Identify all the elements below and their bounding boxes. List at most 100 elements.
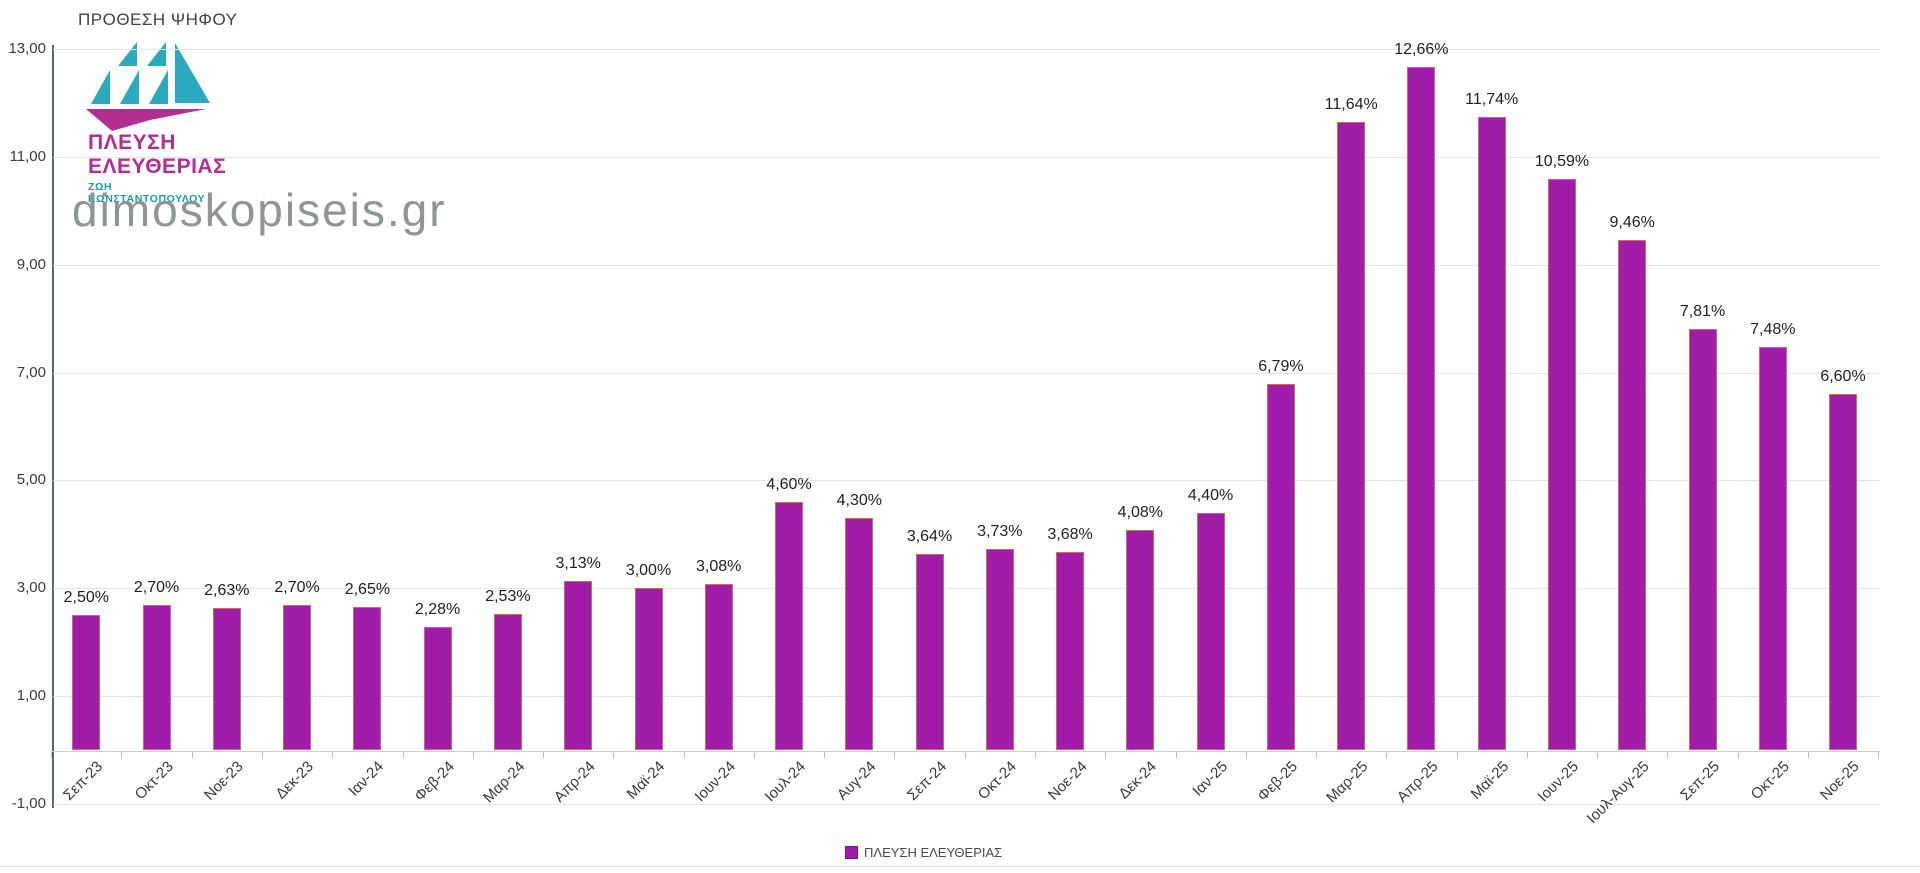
bar <box>283 604 312 751</box>
x-axis-tick <box>683 751 685 759</box>
bar <box>1407 67 1436 750</box>
x-axis-label: Μαρ-25 <box>1322 758 1372 807</box>
x-axis-label: Μαρ-24 <box>479 758 528 807</box>
x-axis-tick <box>1034 751 1036 759</box>
bar <box>704 584 733 751</box>
bar-value-label: 4,40% <box>1187 486 1234 504</box>
watermark: dimoskopiseis.gr <box>72 184 447 236</box>
legend-label: ΠΛΕΥΣΗ ΕΛΕΥΘΕΡΙΑΣ <box>864 845 1003 860</box>
y-axis-label: 13,00 <box>8 40 46 57</box>
x-axis-label: Αυγ-24 <box>833 758 880 804</box>
x-axis-label: Νοε-25 <box>1817 758 1864 804</box>
bar <box>1056 551 1085 751</box>
x-axis-label: Ιουλ-24 <box>761 758 810 806</box>
bar-value-label: 2,63% <box>204 582 250 600</box>
bar-value-label: 2,70% <box>274 578 320 596</box>
x-axis-label: Δεκ-23 <box>272 758 318 803</box>
gridline <box>53 264 1880 266</box>
bar <box>775 502 803 751</box>
party-name-line1: ΠΛΕΥΣΗ <box>88 131 176 154</box>
gridline <box>53 480 1880 482</box>
x-axis-tick <box>472 751 474 759</box>
bar <box>1548 179 1576 751</box>
bar <box>1337 122 1366 750</box>
bar-value-label: 6,79% <box>1258 357 1304 375</box>
x-axis-tick <box>1737 751 1739 759</box>
x-axis-tick <box>1526 751 1528 759</box>
x-axis-label: Μαϊ-24 <box>623 758 669 803</box>
x-axis-label: Ιουλ-Αυγ-25 <box>1583 758 1653 828</box>
x-axis-label: Ιουν-25 <box>1534 758 1583 806</box>
bar-value-label: 3,64% <box>906 527 953 545</box>
bar-value-label: 3,00% <box>625 562 672 580</box>
bar <box>564 581 593 751</box>
bar-value-label: 3,73% <box>977 522 1023 540</box>
x-axis-label: Σεπ-25 <box>1676 758 1723 805</box>
y-axis-label: -1,00 <box>11 795 46 812</box>
x-axis-tick <box>191 751 193 759</box>
bar <box>1266 383 1295 751</box>
y-axis-label: 7,00 <box>16 363 46 381</box>
x-axis-tick <box>51 751 53 759</box>
x-axis-tick <box>894 751 896 759</box>
x-axis-tick <box>1667 751 1669 759</box>
x-axis-label: Νοε-24 <box>1044 758 1091 804</box>
bar <box>142 604 171 751</box>
gridline <box>53 156 1880 158</box>
gridline <box>53 588 1880 590</box>
x-axis-tick <box>121 751 123 759</box>
x-axis-label: Οκτ-23 <box>131 758 177 804</box>
legend-swatch-icon <box>845 846 858 859</box>
x-axis-tick <box>613 751 615 759</box>
x-axis-tick <box>1878 751 1880 759</box>
x-axis-label: Δεκ-24 <box>1115 758 1161 803</box>
bar-value-label: 7,48% <box>1750 320 1796 338</box>
bar-value-label: 2,28% <box>414 601 461 619</box>
bar <box>1477 116 1506 750</box>
party-name-line2: ΕΛΕΥΘΕΡΙΑΣ <box>88 155 227 178</box>
x-axis-tick <box>1597 751 1599 759</box>
bar <box>423 627 452 751</box>
x-axis-tick <box>1105 751 1107 759</box>
x-axis-label: Φεβ-25 <box>1254 758 1301 805</box>
gridline <box>53 696 1880 698</box>
bar <box>212 608 241 750</box>
x-axis-tick <box>964 751 966 759</box>
bar-value-label: 3,08% <box>696 558 742 575</box>
x-axis-tick <box>402 751 404 759</box>
x-axis-tick <box>262 751 263 759</box>
bar <box>1688 328 1717 751</box>
party-leader-name: ΖΩΗ ΚΩΝΣΤΑΝΤΟΠΟΥΛΟΥ <box>88 181 206 205</box>
x-axis-tick <box>1316 751 1317 759</box>
bar <box>985 548 1014 751</box>
x-axis-tick <box>1175 751 1177 759</box>
x-axis-tick <box>543 751 545 759</box>
bar-value-label: 4,60% <box>766 476 812 493</box>
bar-value-label: 2,70% <box>133 578 180 596</box>
x-axis-tick <box>1386 751 1388 759</box>
y-axis-label: 1,00 <box>16 687 46 705</box>
bar <box>1829 394 1857 750</box>
x-axis-tick <box>824 751 826 759</box>
bar <box>493 613 522 750</box>
bar-value-label: 10,59% <box>1534 153 1590 170</box>
bar <box>845 518 874 751</box>
bar <box>915 553 944 751</box>
y-axis-label: 11,00 <box>9 147 46 165</box>
bar-value-label: 2,50% <box>63 589 109 607</box>
x-axis-tick <box>1245 751 1247 759</box>
bar <box>1126 530 1155 750</box>
chart-title: ΠΡΟΘΕΣΗ ΨΗΦΟΥ <box>78 10 238 29</box>
bar-value-label: 11,74% <box>1465 90 1519 108</box>
bottom-divider <box>0 866 1920 867</box>
bar-value-label: 12,66% <box>1394 41 1449 59</box>
bar-value-label: 4,08% <box>1117 504 1163 521</box>
bar-value-label: 2,53% <box>485 587 531 605</box>
x-axis-label: Μαϊ-25 <box>1467 758 1512 803</box>
sailboat-logo-icon <box>86 42 210 131</box>
gridline <box>53 372 1880 374</box>
bar-value-label: 6,60% <box>1820 368 1866 386</box>
x-axis-label: Οκτ-25 <box>1747 758 1793 804</box>
x-axis-label: Ιαν-24 <box>345 758 388 800</box>
bar-value-label: 3,68% <box>1047 525 1093 543</box>
